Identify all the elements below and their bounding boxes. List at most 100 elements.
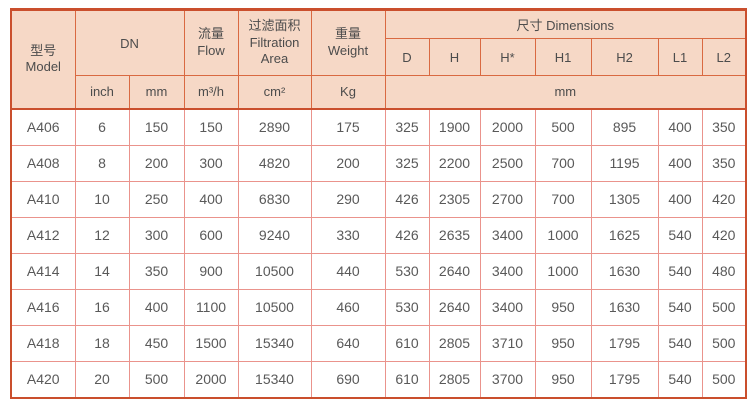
cell-l2: 500	[701, 324, 747, 362]
cell-weight: 640	[310, 324, 386, 362]
cell-filtration-area: 4820	[237, 144, 312, 182]
header-filtration-area: 过滤面积 Filtration Area	[237, 9, 312, 76]
header-dn: DN	[74, 9, 185, 76]
cell-l2: 500	[701, 288, 747, 326]
table-row: A408 8 200 300 4820 200 325 2200 2500 700 1195 400 3…	[10, 144, 747, 182]
cell-dn-mm: 300	[128, 216, 185, 254]
cell-filtration-area: 6830	[237, 180, 312, 218]
header-dimensions: 尺寸 Dimensions	[384, 9, 747, 39]
cell-h: 2640	[428, 252, 481, 290]
cell-dn-inch: 14	[74, 252, 130, 290]
cell-filtration-area: 9240	[237, 216, 312, 254]
cell-h1: 950	[534, 288, 592, 326]
unit-area: cm²	[237, 75, 312, 109]
cell-h1: 700	[534, 180, 592, 218]
cell-flow: 150	[183, 108, 239, 146]
cell-d: 530	[384, 288, 430, 326]
header-model: 型号 Model	[10, 9, 76, 109]
header-col-d: D	[384, 38, 430, 76]
table-row: A418 18 450 1500 15340 640 610 2805 3710 950 1795 5…	[10, 324, 747, 362]
cell-d: 325	[384, 108, 430, 146]
unit-flow: m³/h	[183, 75, 239, 109]
cell-dn-mm: 500	[128, 360, 185, 398]
cell-h-star: 2500	[479, 144, 536, 182]
table-row: A420 20 500 2000 15340 690 610 2805 3700 950 1795 5…	[10, 360, 747, 398]
table-row: A416 16 400 1100 10500 460 530 2640 3400 950 1630 5…	[10, 288, 747, 326]
cell-l2: 350	[701, 108, 747, 146]
cell-h2: 1195	[590, 144, 659, 182]
header-filtration-en-2: Area	[260, 51, 289, 67]
spec-table-body: A406 6 150 150 2890 175 325 1900 2000 500 895 400 35…	[10, 108, 747, 398]
cell-l1: 400	[657, 108, 703, 146]
cell-d: 325	[384, 144, 430, 182]
cell-h1: 950	[534, 324, 592, 362]
cell-h-star: 2700	[479, 180, 536, 218]
unit-mm: mm	[128, 75, 185, 109]
header-flow-zh: 流量	[197, 26, 224, 42]
cell-h1: 500	[534, 108, 592, 146]
cell-h1: 700	[534, 144, 592, 182]
cell-l1: 540	[657, 252, 703, 290]
cell-dn-inch: 12	[74, 216, 130, 254]
cell-d: 530	[384, 252, 430, 290]
header-col-h: H	[428, 38, 481, 76]
cell-d: 610	[384, 360, 430, 398]
cell-dn-mm: 200	[128, 144, 185, 182]
unit-dims: mm	[384, 75, 747, 109]
cell-h: 2200	[428, 144, 481, 182]
cell-d: 610	[384, 324, 430, 362]
cell-h2: 1795	[590, 324, 659, 362]
cell-flow: 400	[183, 180, 239, 218]
header-col-h1: H1	[534, 38, 592, 76]
header-weight-en: Weight	[327, 43, 369, 58]
cell-dn-inch: 16	[74, 288, 130, 326]
header-row-2: D H H* H1 H2 L1 L2	[11, 38, 747, 76]
cell-h-star: 3710	[479, 324, 536, 362]
unit-weight: Kg	[310, 75, 386, 109]
header-filtration-en-1: Filtration	[249, 34, 300, 50]
cell-dn-inch: 8	[74, 144, 130, 182]
cell-d: 426	[384, 180, 430, 218]
cell-weight: 690	[310, 360, 386, 398]
table-row: A406 6 150 150 2890 175 325 1900 2000 500 895 400 35…	[10, 108, 747, 146]
cell-flow: 2000	[183, 360, 239, 398]
cell-h: 2635	[428, 216, 481, 254]
cell-filtration-area: 15340	[237, 324, 312, 362]
cell-dn-mm: 250	[128, 180, 185, 218]
header-model-en: Model	[25, 59, 61, 75]
cell-h: 1900	[428, 108, 481, 146]
cell-model: A416	[10, 288, 76, 326]
cell-h1: 950	[534, 360, 592, 398]
cell-filtration-area: 15340	[237, 360, 312, 398]
cell-l1: 540	[657, 216, 703, 254]
cell-l2: 420	[701, 180, 747, 218]
header-row-units: inch mm m³/h cm² Kg mm	[11, 75, 747, 109]
cell-h-star: 3400	[479, 216, 536, 254]
cell-flow: 1500	[183, 324, 239, 362]
cell-l1: 400	[657, 180, 703, 218]
cell-filtration-area: 2890	[237, 108, 312, 146]
cell-h-star: 3400	[479, 288, 536, 326]
header-flow-en: Flow	[197, 43, 225, 58]
cell-model: A408	[10, 144, 76, 182]
cell-l1: 400	[657, 144, 703, 182]
cell-l2: 350	[701, 144, 747, 182]
header-col-h2: H2	[590, 38, 659, 76]
unit-inch: inch	[74, 75, 130, 109]
cell-model: A414	[10, 252, 76, 290]
cell-h: 2305	[428, 180, 481, 218]
cell-h2: 1795	[590, 360, 659, 398]
cell-weight: 330	[310, 216, 386, 254]
cell-h1: 1000	[534, 252, 592, 290]
cell-model: A406	[10, 108, 76, 146]
cell-h1: 1000	[534, 216, 592, 254]
cell-h: 2805	[428, 360, 481, 398]
cell-h: 2640	[428, 288, 481, 326]
cell-h2: 1625	[590, 216, 659, 254]
cell-l1: 540	[657, 324, 703, 362]
cell-flow: 900	[183, 252, 239, 290]
spec-table: 型号 Model DN 流量 Flow 过滤面积 Filtration Area…	[10, 8, 748, 399]
cell-l2: 500	[701, 360, 747, 398]
cell-l2: 480	[701, 252, 747, 290]
